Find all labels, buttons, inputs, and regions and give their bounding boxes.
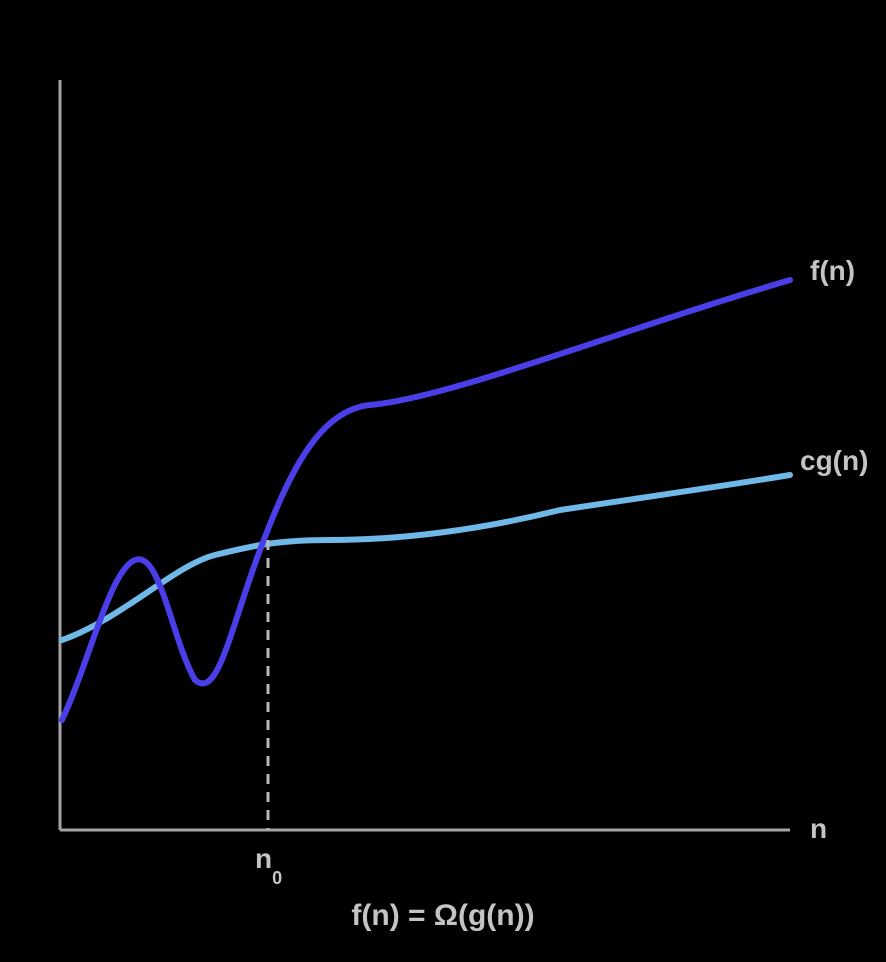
fn-label: f(n)	[810, 255, 855, 286]
big-omega-chart: f(n) cg(n) n n0 f(n) = Ω(g(n))	[0, 0, 886, 962]
caption: f(n) = Ω(g(n))	[351, 899, 534, 932]
fn-curve	[62, 280, 790, 720]
x-axis-label: n	[810, 813, 827, 844]
cgn-label: cg(n)	[800, 445, 868, 476]
n0-label: n0	[255, 843, 282, 888]
